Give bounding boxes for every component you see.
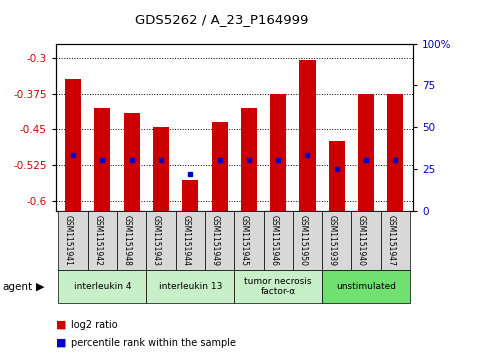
- Bar: [153, 127, 169, 211]
- Bar: [322, 270, 410, 303]
- Bar: [146, 270, 234, 303]
- Text: interleukin 4: interleukin 4: [74, 282, 131, 291]
- Text: GDS5262 / A_23_P164999: GDS5262 / A_23_P164999: [136, 13, 309, 26]
- Bar: [381, 211, 410, 270]
- Bar: [146, 211, 176, 270]
- Bar: [58, 211, 88, 270]
- Text: GSM1151941: GSM1151941: [64, 215, 73, 266]
- Text: GSM1151946: GSM1151946: [269, 215, 278, 266]
- Bar: [270, 94, 286, 211]
- Text: GSM1151940: GSM1151940: [357, 215, 366, 266]
- Bar: [94, 108, 111, 211]
- Bar: [234, 211, 264, 270]
- Bar: [352, 211, 381, 270]
- Bar: [299, 60, 315, 211]
- Bar: [88, 211, 117, 270]
- Text: unstimulated: unstimulated: [336, 282, 396, 291]
- Bar: [264, 211, 293, 270]
- Bar: [117, 211, 146, 270]
- Bar: [205, 211, 234, 270]
- Bar: [65, 79, 81, 211]
- Text: GSM1151950: GSM1151950: [298, 215, 308, 266]
- Bar: [124, 113, 140, 211]
- Bar: [293, 211, 322, 270]
- Text: GSM1151947: GSM1151947: [386, 215, 396, 266]
- Text: ■: ■: [56, 338, 66, 348]
- Text: GSM1151945: GSM1151945: [240, 215, 249, 266]
- Bar: [322, 211, 352, 270]
- Bar: [329, 141, 345, 211]
- Text: GSM1151948: GSM1151948: [123, 215, 132, 266]
- Text: interleukin 13: interleukin 13: [158, 282, 222, 291]
- Text: GSM1151944: GSM1151944: [181, 215, 190, 266]
- Text: GSM1151942: GSM1151942: [93, 215, 102, 266]
- Bar: [58, 270, 146, 303]
- Text: GSM1151943: GSM1151943: [152, 215, 161, 266]
- Text: agent: agent: [2, 282, 32, 292]
- Text: ■: ■: [56, 320, 66, 330]
- Text: log2 ratio: log2 ratio: [71, 320, 118, 330]
- Text: GSM1151939: GSM1151939: [328, 215, 337, 266]
- Bar: [358, 94, 374, 211]
- Bar: [387, 94, 403, 211]
- Bar: [212, 122, 227, 211]
- Text: GSM1151949: GSM1151949: [211, 215, 220, 266]
- Text: tumor necrosis
factor-α: tumor necrosis factor-α: [244, 277, 312, 297]
- Bar: [182, 180, 199, 211]
- Bar: [176, 211, 205, 270]
- Bar: [234, 270, 322, 303]
- Bar: [241, 108, 257, 211]
- Text: percentile rank within the sample: percentile rank within the sample: [71, 338, 236, 348]
- Text: ▶: ▶: [36, 282, 45, 292]
